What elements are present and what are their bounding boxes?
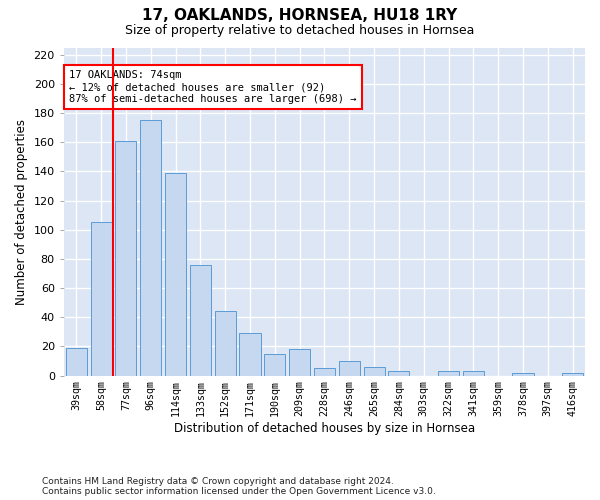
Text: Size of property relative to detached houses in Hornsea: Size of property relative to detached ho… (125, 24, 475, 37)
Bar (388, 371, 409, 376)
Text: 17, OAKLANDS, HORNSEA, HU18 1RY: 17, OAKLANDS, HORNSEA, HU18 1RY (142, 8, 458, 22)
Bar (264, 354, 286, 376)
Text: 17 OAKLANDS: 74sqm
← 12% of detached houses are smaller (92)
87% of semi-detache: 17 OAKLANDS: 74sqm ← 12% of detached hou… (69, 70, 356, 104)
Bar (338, 361, 360, 376)
Text: Contains HM Land Registry data © Crown copyright and database right 2024.: Contains HM Land Registry data © Crown c… (42, 478, 394, 486)
Text: Contains public sector information licensed under the Open Government Licence v3: Contains public sector information licen… (42, 488, 436, 496)
Bar (438, 371, 459, 376)
Bar (289, 350, 310, 376)
Y-axis label: Number of detached properties: Number of detached properties (15, 118, 28, 304)
X-axis label: Distribution of detached houses by size in Hornsea: Distribution of detached houses by size … (174, 422, 475, 435)
Bar (140, 120, 161, 376)
Bar (364, 367, 385, 376)
Bar (463, 371, 484, 376)
Bar (91, 222, 112, 376)
Bar (65, 348, 87, 376)
Bar (314, 368, 335, 376)
Bar (215, 312, 236, 376)
Bar (165, 173, 186, 376)
Bar (115, 141, 136, 376)
Bar (562, 372, 583, 376)
Bar (190, 265, 211, 376)
Bar (512, 372, 533, 376)
Bar (239, 334, 260, 376)
